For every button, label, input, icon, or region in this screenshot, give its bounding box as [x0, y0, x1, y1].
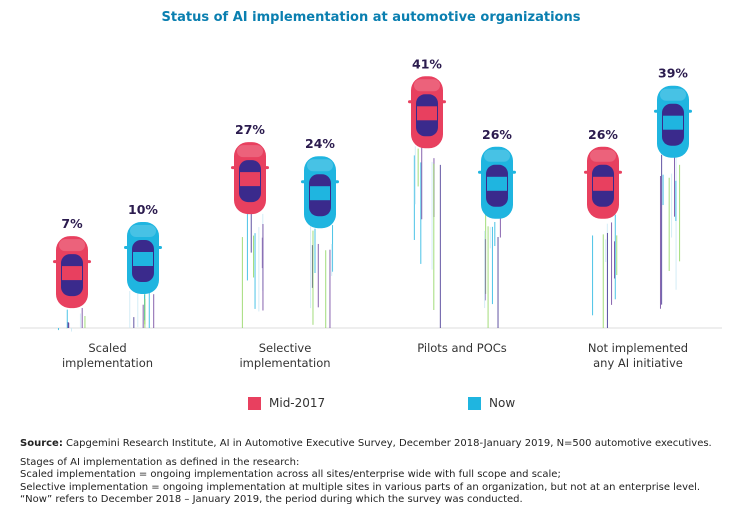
bar-car [301, 156, 339, 328]
car-hood [590, 149, 616, 162]
note-line: Stages of AI implementation as defined i… [20, 456, 300, 468]
note-line: Scaled implementation = ongoing implemen… [20, 469, 561, 480]
car-roof [240, 172, 260, 187]
bar-car [124, 222, 162, 328]
note-line: “Now” refers to December 2018 – January … [20, 494, 523, 505]
legend-label: Now [489, 396, 516, 410]
data-label: 10% [128, 202, 158, 217]
car-roof [133, 252, 153, 266]
chart-title: Status of AI implementation at automotiv… [161, 10, 581, 25]
car-hood [130, 225, 156, 237]
plot-area: 7% 10% 27% 24% 41% 26% 26% 39% [20, 56, 722, 332]
car-hood [307, 159, 333, 172]
data-label: 39% [658, 66, 688, 81]
legend-item-mid-2017: Mid-2017 [248, 396, 325, 410]
data-label: 41% [412, 56, 442, 71]
data-label: 7% [61, 216, 83, 231]
car-hood [484, 149, 510, 162]
data-label: 27% [235, 122, 265, 137]
car-hood [414, 79, 440, 92]
legend-swatch [248, 396, 261, 410]
legend-swatch [468, 396, 481, 410]
legend-item-now: Now [468, 396, 515, 410]
car-roof [310, 186, 330, 201]
bar-car [53, 236, 91, 332]
bar-car [584, 146, 622, 328]
bar-car [478, 146, 516, 328]
note-line: Selective implementation = ongoing imple… [20, 481, 701, 493]
car-roof [593, 176, 613, 191]
car-roof [417, 106, 437, 121]
car-roof [663, 115, 683, 130]
notes: Source: Capgemini Research Institute, AI… [20, 438, 730, 507]
category-label: Pilots and POCs [417, 341, 507, 355]
source-text: Capgemini Research Institute, AI in Auto… [62, 438, 712, 449]
data-label: 24% [305, 136, 335, 151]
category-label: Not implemented any AI initiative [587, 341, 689, 370]
car-hood [660, 88, 686, 101]
source-label: Source: [20, 438, 63, 449]
data-label: 26% [588, 127, 618, 142]
car-roof [487, 176, 507, 191]
car-hood [59, 239, 85, 252]
bar-car [231, 142, 269, 328]
car-roof [62, 266, 82, 281]
legend-label: Mid-2017 [269, 396, 326, 410]
bar-car [408, 76, 446, 328]
bar-car [654, 85, 692, 309]
category-label: Scaled implementation [61, 341, 154, 370]
data-label: 26% [482, 127, 512, 142]
category-label: Selective implementation [239, 341, 331, 370]
car-hood [237, 145, 263, 158]
